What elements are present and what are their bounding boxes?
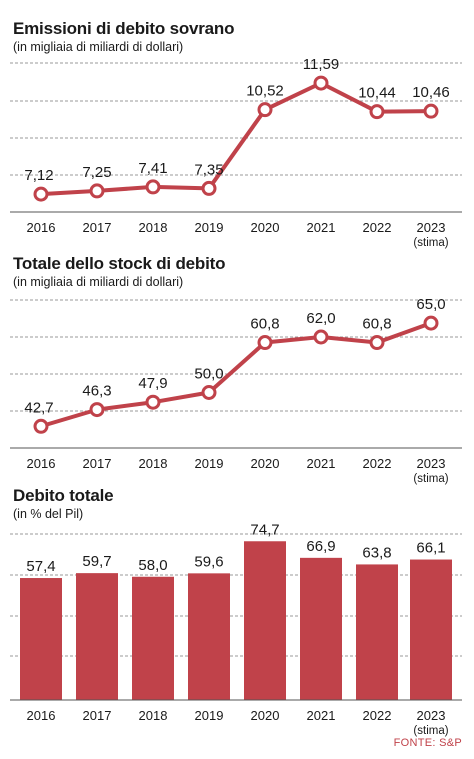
- chart2-title: Totale dello stock di debito: [13, 254, 226, 273]
- chart2-data-point: [313, 329, 329, 345]
- chart3-data-label: 59,6: [194, 553, 223, 570]
- chart3-data-label: 66,1: [416, 540, 445, 557]
- chart3-x-tick-label: 2023: [417, 708, 446, 723]
- chart1-data-point: [313, 75, 329, 91]
- chart1-data-point: [201, 180, 217, 196]
- chart2-data-label: 65,0: [416, 296, 445, 313]
- chart2-data-label: 50,0: [194, 366, 223, 383]
- chart3-data-label: 57,4: [26, 558, 55, 575]
- chart1-x-tick-label: 2021: [307, 220, 336, 235]
- chart1-x-tick-label: 2023: [417, 220, 446, 235]
- chart3-data-label: 59,7: [82, 553, 111, 570]
- chart1-data-point: [145, 179, 161, 195]
- chart1-x-tick-label: 2018: [139, 220, 168, 235]
- chart3-x-tick-label: 2019: [195, 708, 224, 723]
- chart1-data-point: [33, 186, 49, 202]
- chart3-bar: [76, 573, 118, 700]
- chart2-data-label: 60,8: [362, 316, 391, 333]
- chart2-data-point: [145, 394, 161, 410]
- chart2-data-label: 62,0: [306, 310, 335, 327]
- chart1-x-tick-label: 2016: [27, 220, 56, 235]
- chart3-x-tick-label: 2022: [363, 708, 392, 723]
- chart3-bar: [132, 576, 174, 700]
- chart1-data-point: [89, 183, 105, 199]
- chart2-x-tick-label: 2017: [83, 456, 112, 471]
- chart2-series-line: [39, 321, 433, 429]
- chart3-bar: [356, 564, 398, 700]
- chart3-bar: [188, 573, 230, 700]
- chart3-data-label: 66,9: [306, 538, 335, 555]
- chart2-x-tick-label: 2023: [417, 456, 446, 471]
- chart2-x-tick-label: 2021: [307, 456, 336, 471]
- chart2-data-label: 42,7: [24, 399, 53, 416]
- chart1-series-line: [39, 81, 433, 197]
- chart3-x-tick-label: 2021: [307, 708, 336, 723]
- chart3-bar: [20, 578, 62, 700]
- chart1-data-label: 11,59: [303, 56, 339, 73]
- chart2-data-point: [201, 385, 217, 400]
- chart1-subtitle: (in migliaia di miliardi di dollari): [13, 40, 184, 54]
- chart2-data-point: [369, 335, 385, 351]
- chart1-data-label: 10,44: [358, 85, 396, 102]
- chart1-data-point: [369, 104, 385, 120]
- chart2-data-point: [257, 335, 273, 351]
- chart1-data-label: 7,25: [82, 164, 111, 181]
- chart1-title: Emissioni di debito sovrano: [13, 19, 235, 38]
- chart1-x-tick-label: 2022: [363, 220, 392, 235]
- chart2-subtitle: (in migliaia di miliardi di dollari): [13, 275, 184, 289]
- chart1-data-label: 7,41: [138, 160, 167, 177]
- chart3-bar: [244, 541, 286, 700]
- chart2-x-tick-note: (stima): [413, 473, 448, 485]
- chart3-data-label: 74,7: [250, 521, 279, 538]
- chart3-x-tick-label: 2017: [83, 708, 112, 723]
- chart3-bar: [300, 557, 342, 700]
- chart2-data-label: 47,9: [138, 375, 167, 392]
- chart2-x-tick-label: 2016: [27, 456, 56, 471]
- chart2-data-point: [33, 418, 49, 434]
- chart1-data-label: 7,12: [24, 167, 53, 184]
- chart3-x-tick-note: (stima): [413, 725, 448, 737]
- source-note: FONTE: S&P: [393, 737, 462, 749]
- chart3-subtitle: (in % del Pil): [13, 507, 84, 521]
- chart2-x-tick-label: 2018: [139, 456, 168, 471]
- chart2-x-tick-label: 2019: [195, 456, 224, 471]
- chart3-title: Debito totale: [13, 486, 114, 505]
- chart3-x-tick-label: 2018: [139, 708, 168, 723]
- chart1-data-point: [423, 103, 439, 119]
- chart3-data-label: 63,8: [362, 544, 391, 561]
- chart2-x-tick-label: 2022: [363, 456, 392, 471]
- chart3-x-tick-label: 2016: [27, 708, 56, 723]
- chart1-data-label: 7,35: [194, 161, 223, 178]
- chart3-data-label: 58,0: [138, 557, 167, 574]
- chart1-x-tick-label: 2020: [251, 220, 280, 235]
- chart1-data-label: 10,46: [412, 84, 450, 101]
- chart3-bar: [410, 559, 452, 700]
- chart1-x-tick-label: 2019: [195, 220, 224, 235]
- chart3-x-tick-label: 2020: [251, 708, 280, 723]
- chart2-x-tick-label: 2020: [251, 456, 280, 471]
- chart2-data-label: 60,8: [250, 316, 279, 333]
- chart2-data-point: [423, 315, 439, 331]
- chart2-data-point: [89, 402, 105, 418]
- chart1-x-tick-note: (stima): [413, 237, 448, 249]
- chart1-x-tick-label: 2017: [83, 220, 112, 235]
- chart1-data-label: 10,52: [246, 83, 284, 100]
- chart1-data-point: [257, 102, 273, 118]
- chart2-data-label: 46,3: [82, 383, 111, 400]
